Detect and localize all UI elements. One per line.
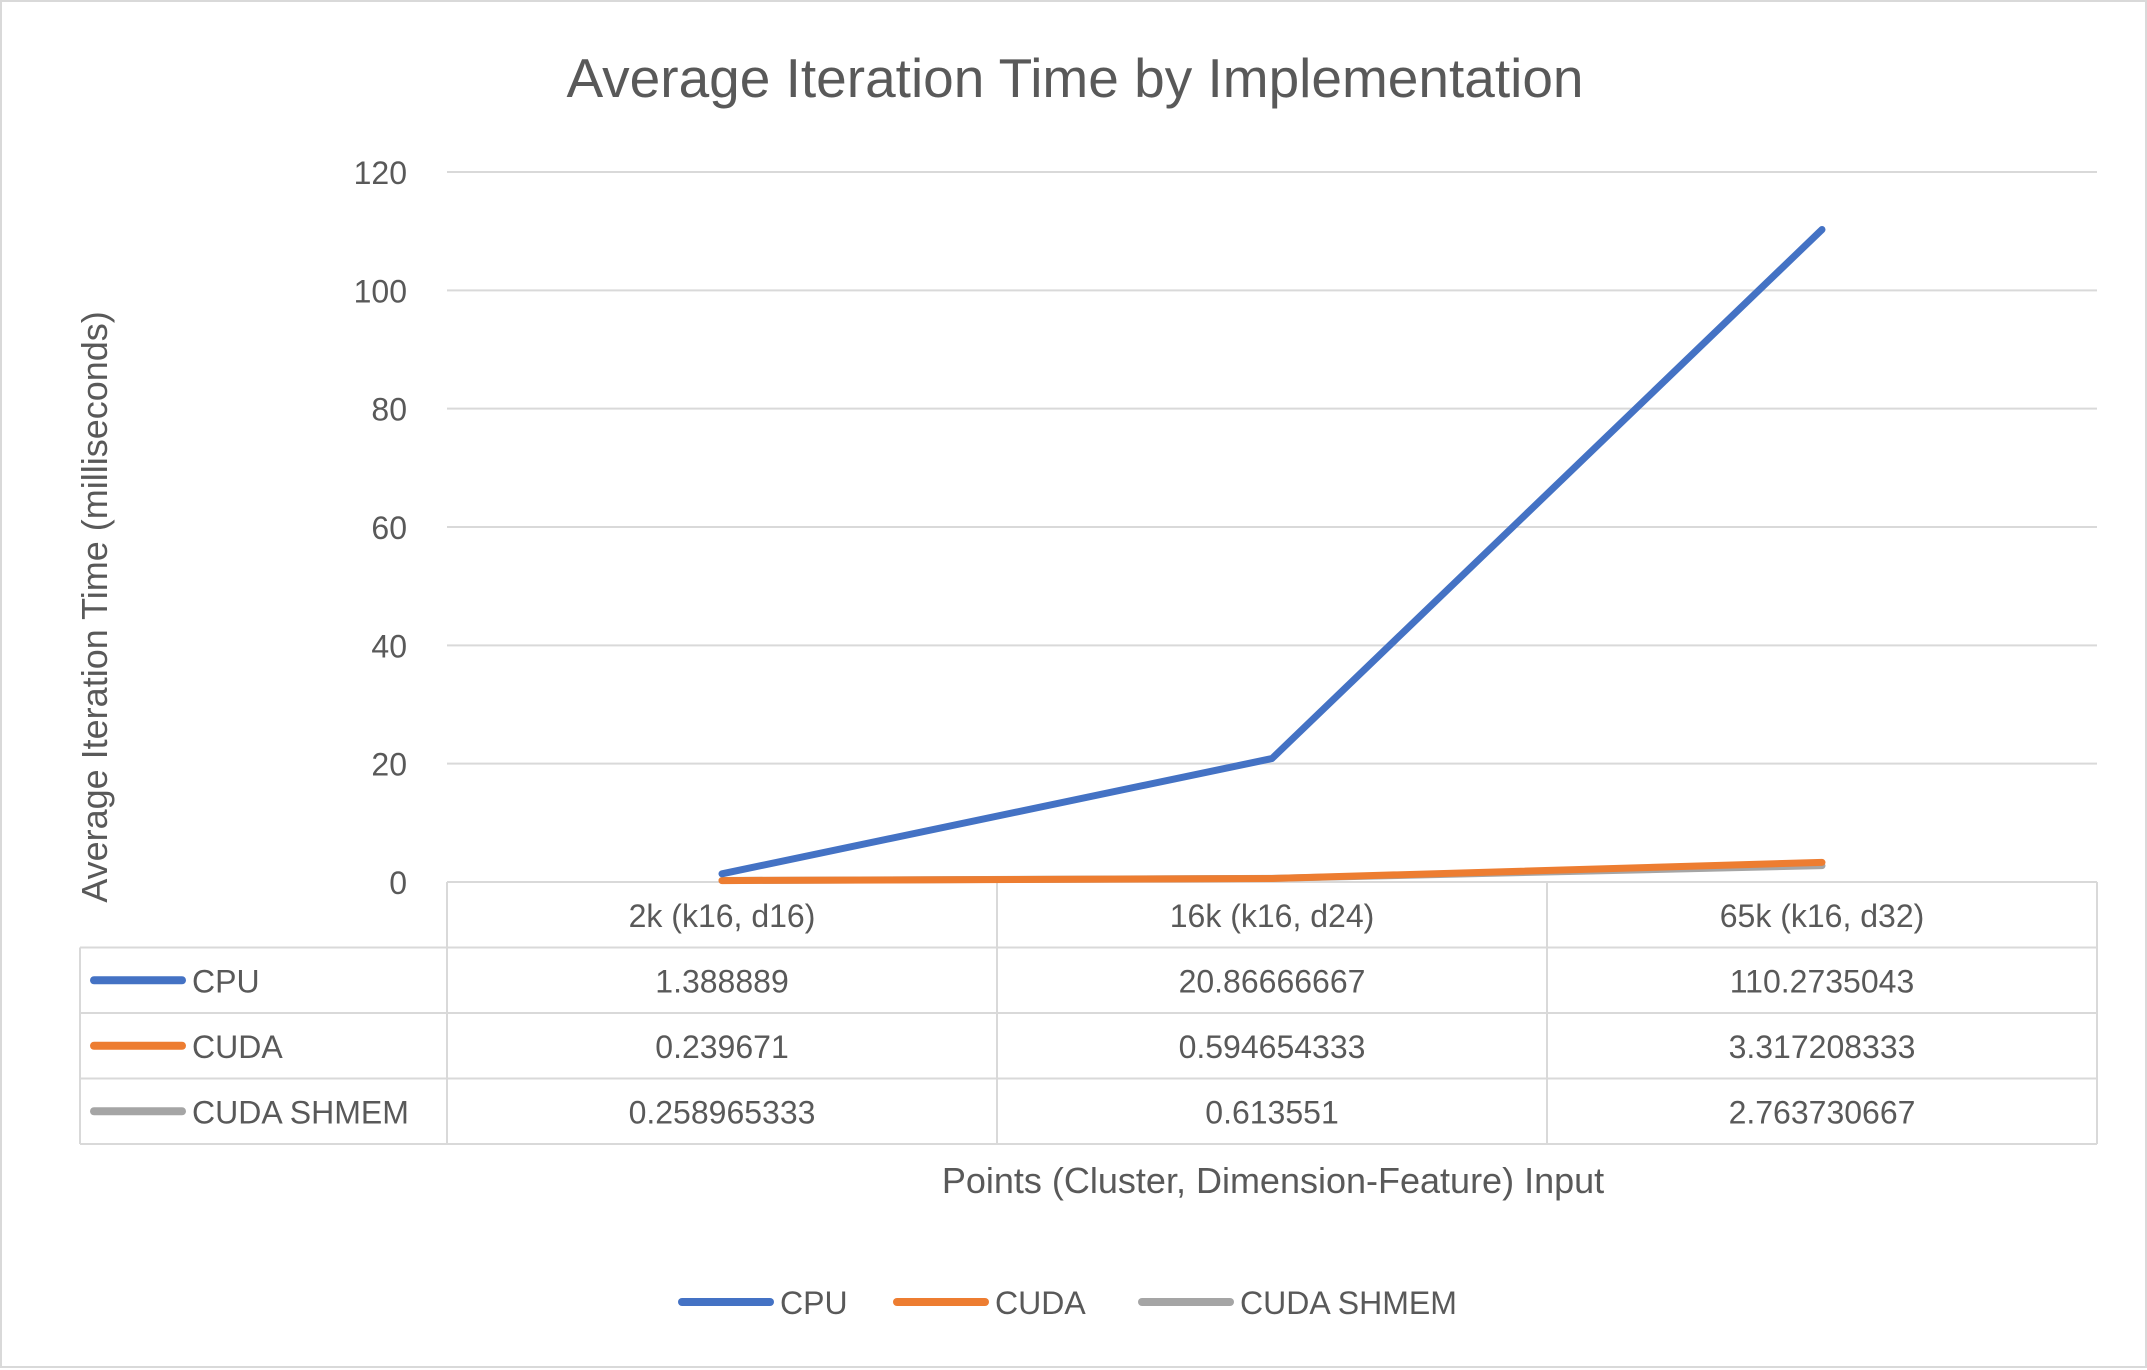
legend-label: CPU bbox=[780, 1285, 848, 1321]
table-series-name: CUDA bbox=[192, 1029, 283, 1065]
table-series-name: CUDA SHMEM bbox=[192, 1094, 409, 1130]
data-value-label: 20.86666667 bbox=[1179, 963, 1366, 999]
legend: CPU CUDA CUDA SHMEM bbox=[678, 1285, 1457, 1321]
data-value-label: 110.2735043 bbox=[1730, 963, 1914, 999]
chart-title: Average Iteration Time by Implementation bbox=[566, 47, 1583, 109]
y-tick-label: 100 bbox=[354, 273, 407, 309]
y-tick-label: 80 bbox=[371, 392, 407, 428]
category-label: 16k (k16, d24) bbox=[1170, 898, 1375, 934]
legend-label: CUDA bbox=[995, 1285, 1086, 1321]
series-line bbox=[718, 226, 1826, 878]
category-label: 65k (k16, d32) bbox=[1720, 898, 1925, 934]
x-axis-title: Points (Cluster, Dimension-Feature) Inpu… bbox=[942, 1160, 1604, 1201]
data-value-label: 0.258965333 bbox=[629, 1094, 816, 1130]
gridlines bbox=[447, 171, 2097, 765]
legend-label: CUDA SHMEM bbox=[1240, 1285, 1457, 1321]
y-tick-label: 120 bbox=[354, 155, 407, 191]
data-value-label: 0.239671 bbox=[655, 1029, 788, 1065]
category-label: 2k (k16, d16) bbox=[629, 898, 816, 934]
y-tick-label: 20 bbox=[371, 747, 407, 783]
data-value-label: 3.317208333 bbox=[1729, 1029, 1916, 1065]
y-axis-ticks: 0 20 40 60 80 100 120 bbox=[354, 155, 407, 901]
data-value-label: 0.594654333 bbox=[1179, 1029, 1366, 1065]
series-line bbox=[718, 858, 1826, 885]
data-value-label: 1.388889 bbox=[655, 963, 788, 999]
y-axis-title: Average Iteration Time (milliseconds) bbox=[74, 311, 115, 903]
series-lines bbox=[718, 226, 1826, 885]
data-value-label: 2.763730667 bbox=[1729, 1094, 1916, 1130]
y-tick-label: 0 bbox=[389, 865, 407, 901]
y-tick-label: 60 bbox=[371, 510, 407, 546]
data-value-label: 0.613551 bbox=[1205, 1094, 1338, 1130]
data-table: 2k (k16, d16) 16k (k16, d24) 65k (k16, d32… bbox=[79, 881, 2098, 1145]
table-series-name: CPU bbox=[192, 963, 260, 999]
y-tick-label: 40 bbox=[371, 628, 407, 664]
